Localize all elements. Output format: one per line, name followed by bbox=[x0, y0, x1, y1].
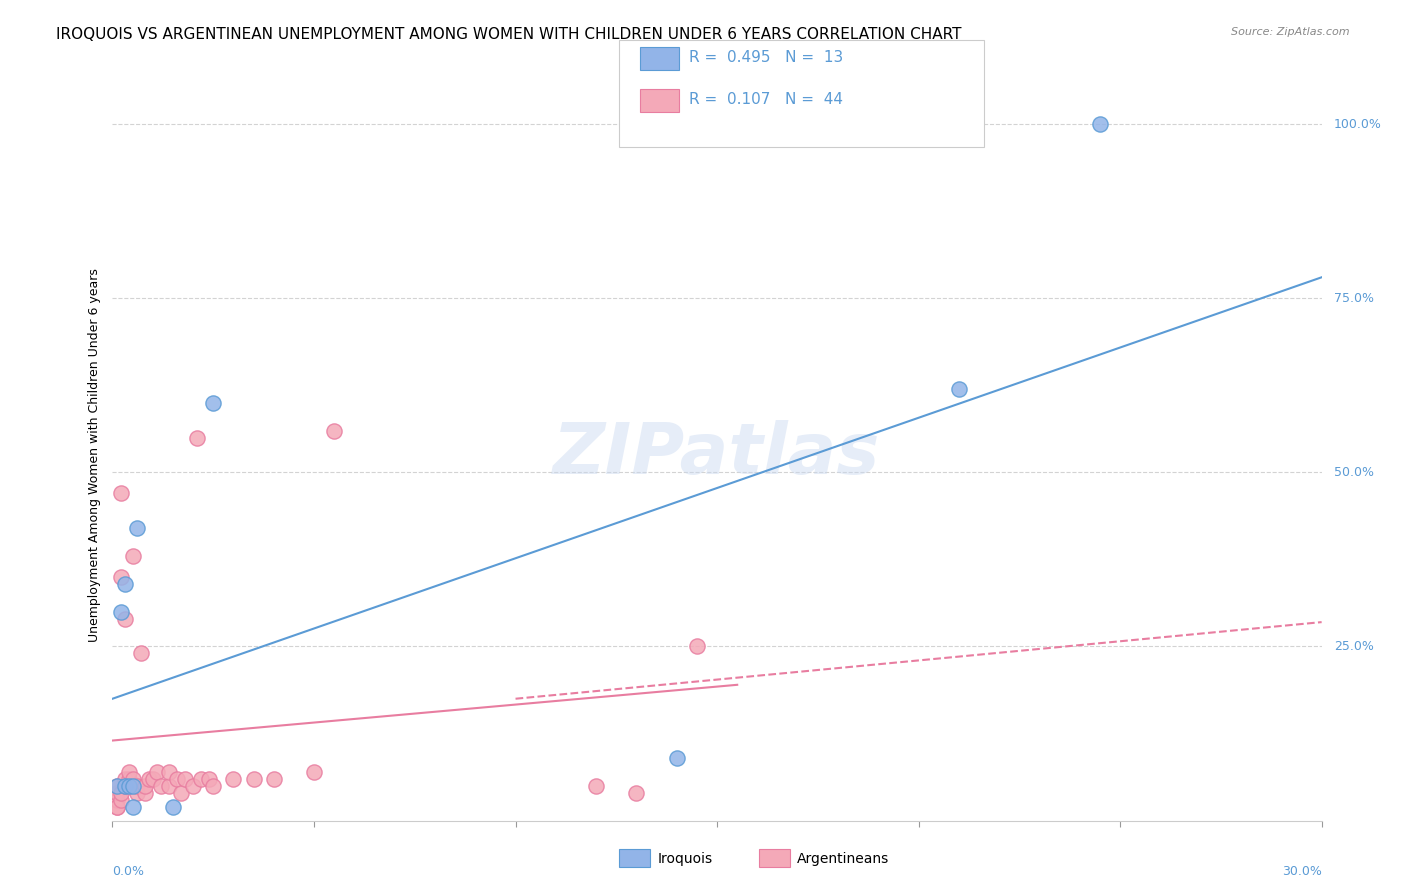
Text: 100.0%: 100.0% bbox=[1334, 118, 1382, 130]
Point bbox=[202, 779, 225, 793]
Text: ZIPatlas: ZIPatlas bbox=[554, 420, 880, 490]
Point bbox=[110, 793, 132, 807]
Point bbox=[105, 779, 128, 793]
Point bbox=[302, 764, 325, 779]
Text: Iroquois: Iroquois bbox=[658, 852, 713, 866]
Point bbox=[242, 772, 264, 786]
Point bbox=[121, 549, 143, 563]
Point bbox=[948, 382, 970, 396]
Point bbox=[585, 779, 607, 793]
Point bbox=[686, 640, 709, 654]
Point bbox=[174, 772, 197, 786]
Point bbox=[105, 799, 128, 814]
Point bbox=[114, 576, 136, 591]
Point bbox=[114, 772, 136, 786]
Point bbox=[162, 799, 184, 814]
Point bbox=[110, 786, 132, 800]
Point bbox=[1088, 117, 1111, 131]
Point bbox=[125, 786, 148, 800]
Text: 0.0%: 0.0% bbox=[112, 864, 145, 878]
Point bbox=[105, 799, 128, 814]
Point bbox=[105, 779, 128, 793]
Point bbox=[121, 799, 143, 814]
Point bbox=[114, 779, 136, 793]
Text: 75.0%: 75.0% bbox=[1334, 292, 1374, 305]
Point bbox=[142, 772, 165, 786]
Point bbox=[181, 779, 204, 793]
Point bbox=[198, 772, 221, 786]
Point bbox=[157, 764, 180, 779]
Point bbox=[138, 772, 160, 786]
Point bbox=[665, 751, 688, 765]
Point bbox=[146, 764, 169, 779]
Point bbox=[110, 605, 132, 619]
Point bbox=[202, 395, 225, 409]
Point bbox=[105, 793, 128, 807]
Y-axis label: Unemployment Among Women with Children Under 6 years: Unemployment Among Women with Children U… bbox=[89, 268, 101, 642]
Point bbox=[129, 647, 152, 661]
Point bbox=[117, 772, 139, 786]
Point bbox=[222, 772, 245, 786]
Point bbox=[125, 779, 148, 793]
Point bbox=[157, 779, 180, 793]
Point bbox=[121, 779, 143, 793]
Point bbox=[105, 786, 128, 800]
Text: Source: ZipAtlas.com: Source: ZipAtlas.com bbox=[1232, 27, 1350, 37]
Point bbox=[110, 570, 132, 584]
Point bbox=[166, 772, 188, 786]
Text: 30.0%: 30.0% bbox=[1282, 864, 1322, 878]
Point bbox=[263, 772, 285, 786]
Point bbox=[134, 786, 156, 800]
Text: IROQUOIS VS ARGENTINEAN UNEMPLOYMENT AMONG WOMEN WITH CHILDREN UNDER 6 YEARS COR: IROQUOIS VS ARGENTINEAN UNEMPLOYMENT AMO… bbox=[56, 27, 962, 42]
Point bbox=[117, 779, 139, 793]
Point bbox=[190, 772, 212, 786]
Point bbox=[626, 786, 648, 800]
Point bbox=[117, 764, 139, 779]
Text: 50.0%: 50.0% bbox=[1334, 466, 1374, 479]
Text: R =  0.495   N =  13: R = 0.495 N = 13 bbox=[689, 51, 844, 65]
Point bbox=[114, 779, 136, 793]
Text: R =  0.107   N =  44: R = 0.107 N = 44 bbox=[689, 93, 844, 107]
Point bbox=[125, 521, 148, 535]
Point bbox=[121, 772, 143, 786]
Text: Argentineans: Argentineans bbox=[797, 852, 890, 866]
Point bbox=[170, 786, 193, 800]
Point bbox=[110, 486, 132, 500]
Point bbox=[114, 612, 136, 626]
Point bbox=[186, 430, 208, 444]
Point bbox=[121, 779, 143, 793]
Point bbox=[149, 779, 172, 793]
Text: 25.0%: 25.0% bbox=[1334, 640, 1374, 653]
Point bbox=[323, 424, 346, 438]
Point bbox=[134, 779, 156, 793]
